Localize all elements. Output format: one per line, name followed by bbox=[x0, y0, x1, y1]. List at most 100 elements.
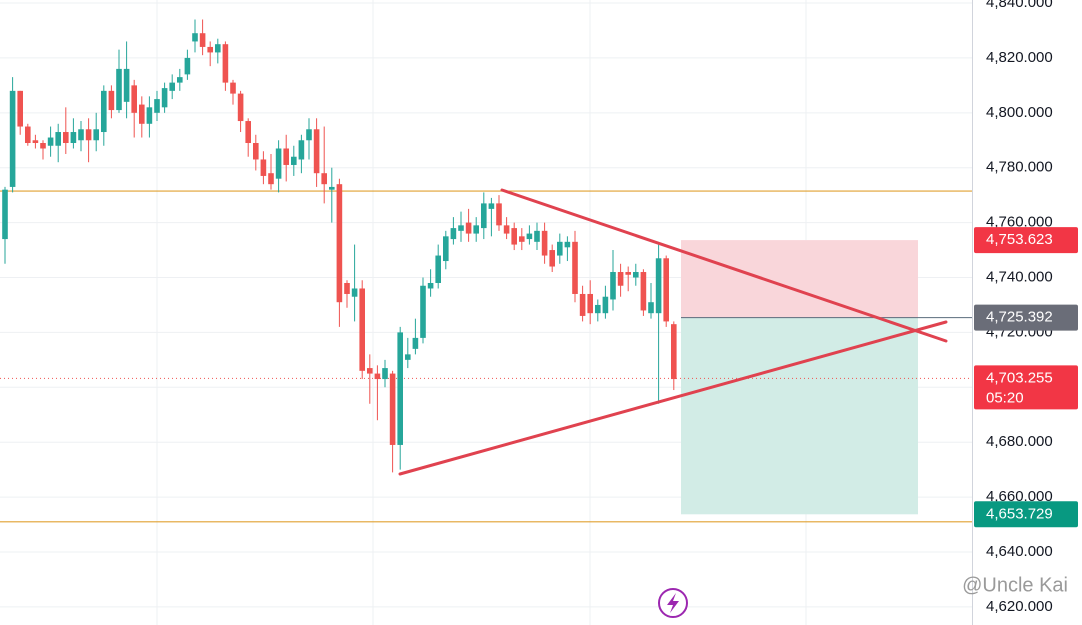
price-tag-label: 4,725.392 bbox=[986, 309, 1053, 326]
candle-body bbox=[123, 68, 130, 102]
candle-body bbox=[2, 189, 8, 240]
candle-body bbox=[184, 57, 191, 75]
candle-body bbox=[663, 258, 669, 322]
grid bbox=[0, 2, 972, 608]
candle-body bbox=[139, 104, 145, 124]
candle-body bbox=[25, 126, 31, 144]
candles bbox=[2, 19, 677, 473]
candle-body bbox=[405, 354, 411, 360]
candle-body bbox=[617, 272, 624, 286]
y-tick-label: 4,620.000 bbox=[986, 598, 1053, 615]
candle-body bbox=[374, 373, 381, 380]
candle-body bbox=[47, 137, 54, 146]
candle-body bbox=[640, 272, 647, 311]
price-tag bbox=[974, 501, 1078, 528]
candle-body bbox=[116, 68, 122, 111]
y-tick-label: 4,660.000 bbox=[986, 488, 1053, 505]
countdown: 05:20 bbox=[986, 389, 1024, 406]
candle-body bbox=[78, 129, 84, 141]
candle-body bbox=[610, 272, 616, 300]
position-zones bbox=[0, 240, 972, 515]
candle-body bbox=[389, 373, 396, 445]
candle-body bbox=[359, 288, 365, 371]
price-tag-label: 4,753.623 bbox=[986, 231, 1053, 248]
candle-body bbox=[306, 129, 312, 141]
candle-body bbox=[458, 225, 464, 231]
price-tag bbox=[974, 365, 1078, 410]
candle-body bbox=[169, 82, 175, 91]
candle-body bbox=[17, 90, 23, 127]
candle-body bbox=[519, 236, 525, 242]
candle-body bbox=[473, 225, 479, 234]
candle-body bbox=[321, 173, 327, 185]
candle-body bbox=[283, 148, 289, 165]
candle-body bbox=[564, 241, 571, 248]
trendline bbox=[398, 320, 948, 476]
candle-body bbox=[526, 233, 533, 240]
candle-body bbox=[313, 129, 320, 174]
candle-body bbox=[549, 250, 555, 267]
y-tick-label: 4,760.000 bbox=[986, 214, 1053, 231]
icon-bolt bbox=[667, 593, 679, 613]
candle-body bbox=[579, 293, 586, 316]
candle-body bbox=[291, 156, 297, 165]
trendlines bbox=[398, 188, 948, 476]
candle-body bbox=[412, 337, 419, 349]
candle-body bbox=[435, 255, 441, 283]
candle-body bbox=[655, 258, 662, 314]
candle-body bbox=[534, 230, 540, 242]
candle-body bbox=[268, 173, 274, 185]
candle-body bbox=[55, 132, 61, 146]
candle-body bbox=[253, 143, 259, 160]
candle-body bbox=[420, 285, 426, 338]
candle-body bbox=[245, 121, 251, 144]
y-tick-label: 4,680.000 bbox=[986, 433, 1053, 450]
candle-body bbox=[108, 90, 115, 111]
candle-body bbox=[146, 107, 153, 124]
watermark: @Uncle Kai bbox=[962, 574, 1068, 596]
y-tick-label: 4,640.000 bbox=[986, 543, 1053, 560]
candle-body bbox=[344, 282, 350, 294]
candle-body bbox=[397, 332, 403, 445]
candle-body bbox=[329, 186, 335, 190]
candle-body bbox=[199, 33, 206, 47]
candle-body bbox=[177, 77, 183, 83]
stop-zone bbox=[681, 240, 918, 318]
candle-body bbox=[9, 90, 16, 187]
candle-body bbox=[70, 132, 77, 144]
candle-body bbox=[541, 230, 548, 256]
candle-body bbox=[40, 143, 46, 149]
y-tick-label: 4,740.000 bbox=[986, 268, 1053, 285]
candle-body bbox=[351, 288, 358, 297]
y-tick-label: 4,780.000 bbox=[986, 159, 1053, 176]
target-zone bbox=[681, 317, 918, 515]
price-tag bbox=[974, 304, 1078, 331]
price-tag-label: 4,703.255 bbox=[986, 369, 1053, 386]
candle-body bbox=[633, 272, 639, 278]
candle-body bbox=[557, 241, 563, 256]
candle-body bbox=[595, 304, 601, 314]
candle-body bbox=[192, 33, 198, 42]
candle-body bbox=[427, 282, 434, 289]
candle-body bbox=[131, 85, 137, 113]
candle-body bbox=[222, 44, 229, 83]
candle-body bbox=[161, 88, 168, 108]
candle-body bbox=[602, 296, 609, 314]
candle-body bbox=[154, 99, 160, 113]
y-tick-label: 4,800.000 bbox=[986, 104, 1053, 121]
candle-body bbox=[671, 324, 677, 380]
candle-body bbox=[207, 46, 213, 53]
candle-body bbox=[587, 293, 593, 314]
axis-labels: 4,620.000 4,640.000 4,660.000 4,680.000 4,70… bbox=[974, 0, 1078, 615]
candle-body bbox=[101, 90, 107, 133]
y-tick-label: 4,820.000 bbox=[986, 49, 1053, 66]
candle-body bbox=[237, 93, 244, 122]
candle-body bbox=[93, 129, 99, 141]
candle-body bbox=[367, 368, 373, 374]
candle-body bbox=[572, 241, 578, 294]
candle-body bbox=[230, 82, 236, 94]
lightning-icon bbox=[658, 588, 688, 618]
candle-body bbox=[488, 203, 495, 209]
candle-body bbox=[336, 184, 343, 303]
